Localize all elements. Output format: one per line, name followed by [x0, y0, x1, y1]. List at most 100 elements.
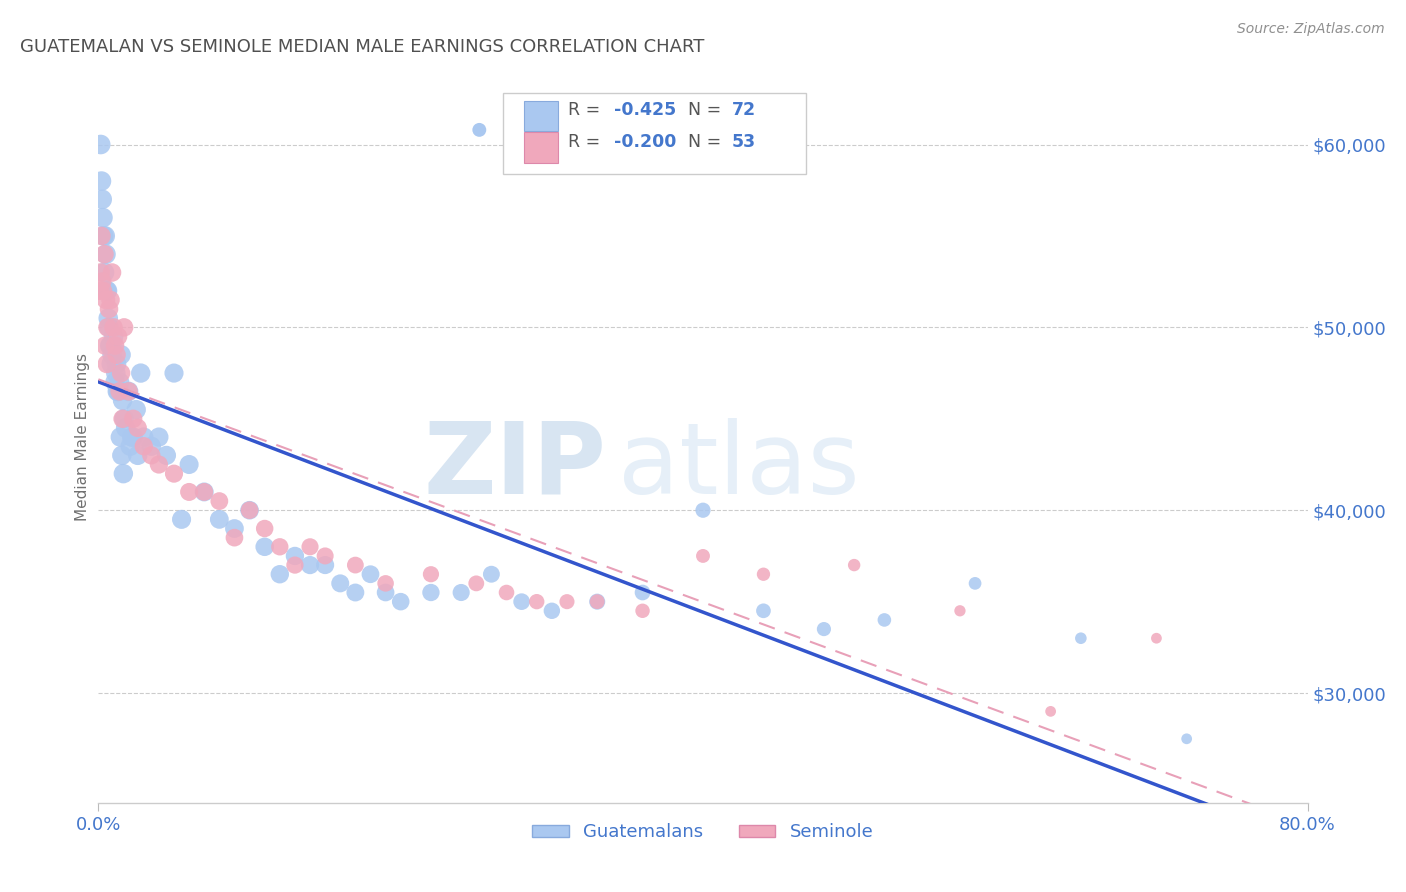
- Point: [91, 192, 114, 206]
- Point: [111, 411, 134, 425]
- Point: [122, 411, 145, 425]
- Point: [100, 357, 122, 371]
- Point: [1175, 731, 1198, 746]
- Point: [90, 228, 112, 243]
- Point: [132, 430, 155, 444]
- Point: [94, 228, 117, 243]
- Point: [844, 558, 866, 573]
- Point: [141, 439, 163, 453]
- Point: [468, 123, 491, 137]
- Point: [360, 567, 382, 582]
- Point: [193, 484, 215, 499]
- Text: 72: 72: [733, 101, 756, 120]
- Point: [96, 357, 118, 371]
- Point: [114, 421, 136, 435]
- Point: [98, 338, 121, 352]
- Point: [110, 348, 132, 362]
- Point: [631, 604, 654, 618]
- Point: [101, 348, 124, 362]
- Point: [155, 448, 177, 462]
- Point: [118, 384, 141, 399]
- Point: [965, 576, 987, 591]
- Point: [93, 247, 115, 261]
- Point: [94, 247, 117, 261]
- Point: [127, 448, 149, 462]
- Point: [269, 567, 291, 582]
- Point: [129, 366, 152, 380]
- Point: [97, 311, 120, 326]
- Point: [103, 329, 125, 343]
- Point: [105, 348, 128, 362]
- Point: [374, 585, 396, 599]
- Point: [104, 375, 127, 389]
- Point: [481, 567, 503, 582]
- Point: [1039, 704, 1062, 718]
- Point: [314, 549, 336, 563]
- Point: [104, 366, 127, 380]
- Point: [1070, 631, 1092, 645]
- Point: [112, 320, 135, 334]
- Point: [239, 503, 262, 517]
- Point: [98, 320, 121, 334]
- Text: R =: R =: [568, 133, 606, 152]
- Point: [586, 594, 609, 608]
- Point: [100, 293, 122, 307]
- Y-axis label: Median Male Earnings: Median Male Earnings: [75, 353, 90, 521]
- Point: [90, 265, 112, 279]
- Point: [121, 430, 143, 444]
- Point: [132, 439, 155, 453]
- Point: [555, 594, 578, 608]
- Point: [90, 174, 112, 188]
- Point: [284, 549, 307, 563]
- Point: [105, 357, 128, 371]
- Point: [752, 567, 775, 582]
- Point: [510, 594, 533, 608]
- Text: N =: N =: [689, 133, 727, 152]
- Bar: [524, 101, 558, 131]
- Legend: Guatemalans, Seminole: Guatemalans, Seminole: [526, 816, 880, 848]
- Text: ZIP: ZIP: [423, 417, 606, 515]
- Point: [107, 329, 129, 343]
- Point: [813, 622, 835, 636]
- Point: [314, 558, 336, 573]
- Point: [253, 540, 276, 554]
- Point: [125, 402, 148, 417]
- Point: [170, 512, 193, 526]
- Point: [344, 585, 367, 599]
- Point: [465, 576, 488, 591]
- Point: [284, 558, 307, 573]
- Point: [91, 275, 114, 289]
- Point: [179, 484, 201, 499]
- Point: [253, 521, 276, 535]
- Point: [110, 366, 132, 380]
- Point: [631, 585, 654, 599]
- Text: N =: N =: [689, 101, 727, 120]
- Point: [96, 284, 118, 298]
- Point: [540, 604, 562, 618]
- Point: [239, 503, 262, 517]
- Point: [103, 320, 125, 334]
- Point: [110, 430, 132, 444]
- Point: [692, 549, 714, 563]
- Point: [420, 585, 443, 599]
- Point: [108, 384, 131, 399]
- Point: [329, 576, 352, 591]
- Point: [122, 430, 145, 444]
- Point: [93, 265, 115, 279]
- Point: [127, 421, 149, 435]
- Point: [120, 439, 142, 453]
- Point: [96, 320, 118, 334]
- Point: [100, 338, 122, 352]
- Point: [179, 458, 201, 472]
- Point: [1146, 631, 1168, 645]
- Point: [112, 411, 135, 425]
- Point: [108, 375, 131, 389]
- Point: [374, 576, 396, 591]
- FancyBboxPatch shape: [503, 94, 806, 174]
- Point: [208, 512, 231, 526]
- Point: [96, 284, 118, 298]
- Point: [107, 384, 129, 399]
- Point: [101, 265, 124, 279]
- Point: [148, 430, 170, 444]
- Text: atlas: atlas: [619, 417, 860, 515]
